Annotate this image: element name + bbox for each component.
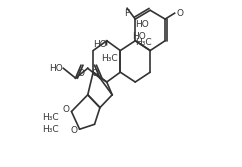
Text: HO: HO: [135, 20, 149, 29]
Text: O: O: [71, 126, 78, 135]
Text: H₃C: H₃C: [136, 38, 152, 47]
Text: H₃C: H₃C: [43, 125, 59, 134]
Text: HO: HO: [93, 40, 106, 49]
Text: O: O: [91, 69, 98, 78]
Text: F: F: [125, 9, 130, 18]
Text: O: O: [176, 9, 183, 18]
Text: H₃C: H₃C: [43, 113, 59, 122]
Text: O: O: [77, 69, 84, 78]
Text: HO: HO: [49, 64, 62, 73]
Text: H₃C: H₃C: [101, 54, 117, 63]
Text: O: O: [63, 105, 70, 114]
Text: HO: HO: [132, 32, 146, 41]
